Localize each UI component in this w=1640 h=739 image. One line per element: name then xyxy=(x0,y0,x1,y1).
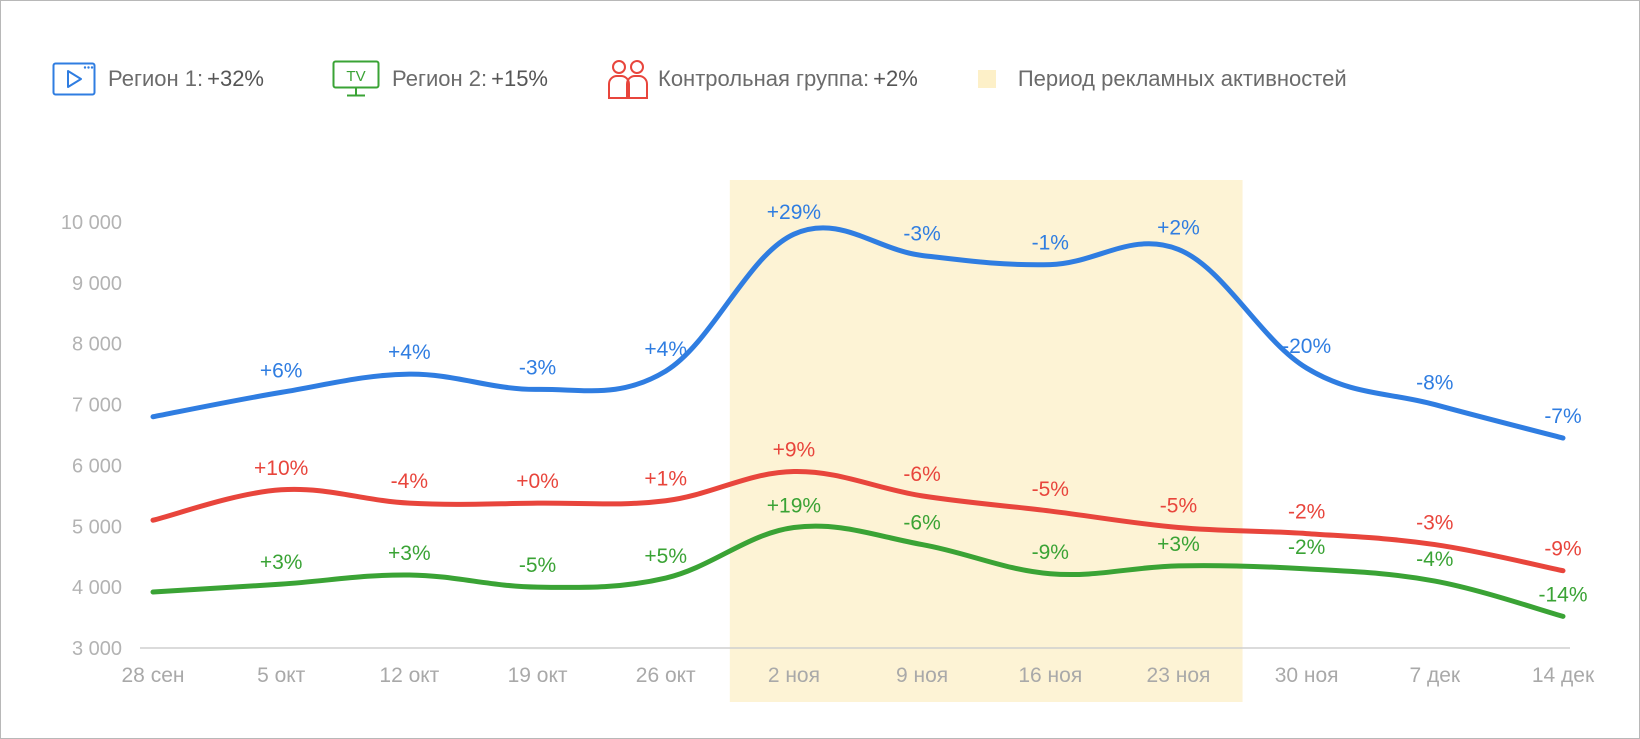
x-tick-label: 9 ноя xyxy=(896,664,948,687)
data-label-control-group: +9% xyxy=(773,439,816,462)
legend-value-control-group: +2% xyxy=(873,66,918,91)
y-tick-label: 5 000 xyxy=(72,516,122,538)
data-label-region-2: +3% xyxy=(388,542,431,565)
people-group-icon xyxy=(606,58,650,100)
legend-label-region-1: Регион 1: xyxy=(108,66,204,91)
x-tick-label: 30 ноя xyxy=(1275,664,1339,687)
y-tick-label: 10 000 xyxy=(61,212,122,234)
legend-label-control-group: Контрольная группа: xyxy=(658,66,870,91)
data-label-control-group: -3% xyxy=(1416,512,1453,535)
data-label-region-2: +3% xyxy=(260,551,303,574)
x-tick-label: 16 ноя xyxy=(1018,664,1082,687)
data-label-control-group: -9% xyxy=(1544,538,1581,561)
data-label-region-2: -14% xyxy=(1538,583,1587,606)
legend: Регион 1: +32% TV Регион 2: +15% Контрол… xyxy=(52,58,1347,100)
legend-item-region-1: Регион 1: +32% xyxy=(52,62,264,96)
x-tick-label: 19 окт xyxy=(508,664,568,687)
data-label-control-group: -5% xyxy=(1160,495,1197,518)
legend-value-region-2: +15% xyxy=(491,66,548,91)
legend-label-region-2: Регион 2: xyxy=(392,66,488,91)
x-tick-label: 5 окт xyxy=(257,664,306,687)
data-label-region-1: -20% xyxy=(1282,335,1331,358)
data-label-control-group: -4% xyxy=(391,470,428,493)
x-tick-label: 12 окт xyxy=(379,664,439,687)
data-label-region-1: +2% xyxy=(1157,216,1200,239)
data-label-region-2: -2% xyxy=(1288,536,1325,559)
series-line-control-group xyxy=(150,469,1566,574)
data-label-control-group: -6% xyxy=(903,463,940,486)
data-label-region-1: +4% xyxy=(644,338,687,361)
x-tick-label: 28 сен xyxy=(122,664,185,687)
y-tick-label: 7 000 xyxy=(72,395,122,417)
legend-item-ad-period: Период рекламных активностей xyxy=(977,66,1347,92)
data-label-region-1: +4% xyxy=(388,341,431,364)
series-line-region-1 xyxy=(150,225,1566,441)
video-player-icon xyxy=(52,62,96,96)
series-line-region-2 xyxy=(150,523,1566,619)
x-tick-label: 14 дек xyxy=(1532,664,1595,687)
x-tick-label: 2 ноя xyxy=(768,664,820,687)
legend-item-control-group: Контрольная группа: +2% xyxy=(606,58,918,100)
data-label-region-1: -8% xyxy=(1416,372,1453,395)
tv-icon-text: TV xyxy=(346,68,365,85)
data-label-control-group: -5% xyxy=(1032,478,1069,501)
data-label-region-2: -4% xyxy=(1416,548,1453,571)
data-label-region-1: +29% xyxy=(767,201,821,224)
y-tick-label: 6 000 xyxy=(72,455,122,477)
x-tick-label: 23 ноя xyxy=(1147,664,1211,687)
legend-value-region-1: +32% xyxy=(207,66,264,91)
tv-icon: TV xyxy=(332,60,380,98)
data-label-region-2: +19% xyxy=(767,495,821,518)
y-tick-label: 4 000 xyxy=(72,577,122,599)
data-label-control-group: +1% xyxy=(644,468,687,491)
data-label-control-group: -2% xyxy=(1288,501,1325,524)
data-label-region-1: -3% xyxy=(519,356,556,379)
data-label-region-1: -1% xyxy=(1032,232,1069,255)
y-tick-label: 8 000 xyxy=(72,334,122,356)
data-label-control-group: +0% xyxy=(516,470,559,493)
data-label-region-2: +5% xyxy=(644,545,687,568)
data-label-region-1: -3% xyxy=(903,222,940,245)
data-label-control-group: +10% xyxy=(254,457,308,480)
x-tick-label: 7 дек xyxy=(1409,664,1460,687)
data-label-region-1: +6% xyxy=(260,359,303,382)
data-label-region-2: -9% xyxy=(1032,541,1069,564)
data-label-region-1: -7% xyxy=(1544,405,1581,428)
data-label-region-2: -5% xyxy=(519,554,556,577)
highlight-period-band xyxy=(729,180,1243,702)
legend-label-ad-period: Период рекламных активностей xyxy=(1017,66,1347,91)
data-label-region-2: -6% xyxy=(903,512,940,535)
period-swatch-icon xyxy=(977,70,996,88)
y-tick-label: 3 000 xyxy=(72,638,122,660)
x-tick-label: 26 окт xyxy=(636,664,696,687)
data-label-region-2: +3% xyxy=(1157,533,1200,556)
legend-item-region-2: TV Регион 2: +15% xyxy=(332,60,548,98)
y-tick-label: 9 000 xyxy=(72,273,122,295)
